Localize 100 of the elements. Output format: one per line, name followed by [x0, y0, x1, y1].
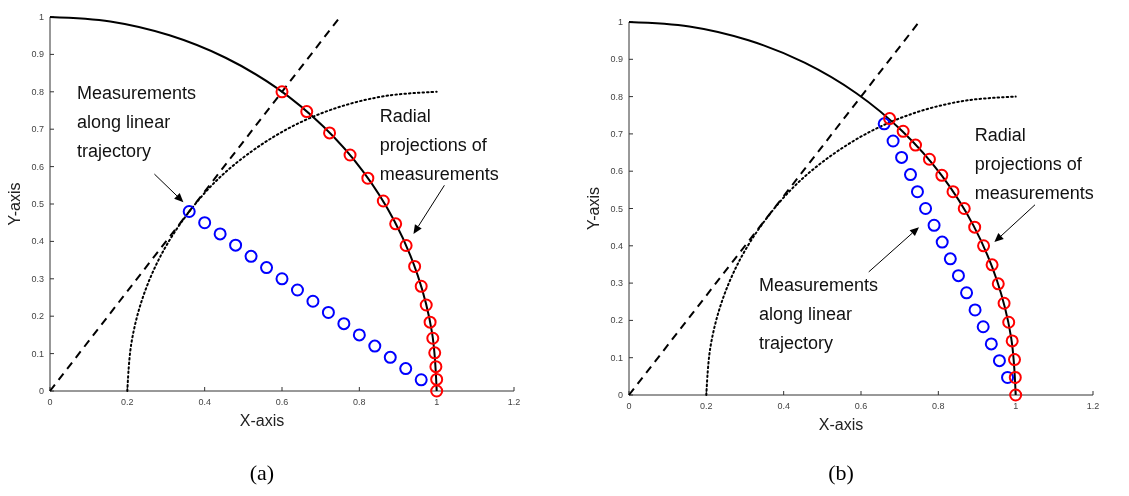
point — [935, 235, 949, 249]
point — [323, 126, 337, 140]
x-axis-title: X-axis — [239, 412, 285, 429]
x-tick-label: 0.8 — [932, 401, 945, 411]
point — [977, 239, 991, 253]
point — [910, 185, 924, 199]
point — [927, 218, 941, 232]
x-tick-label: 1.2 — [1086, 401, 1100, 411]
point — [229, 238, 243, 252]
point — [389, 217, 403, 231]
point — [985, 258, 999, 272]
x-tick-label: 0.4 — [777, 401, 790, 411]
y-tick-label: 0.9 — [31, 49, 44, 60]
x-tick-label: 0.8 — [353, 397, 366, 407]
point — [428, 346, 442, 360]
x-axis-title: X-axis — [818, 416, 864, 433]
point — [1009, 388, 1023, 402]
point — [991, 277, 1005, 291]
point — [260, 261, 274, 275]
x-tick-label: 1.2 — [507, 397, 521, 407]
point — [414, 373, 428, 387]
point — [414, 279, 428, 293]
point — [1008, 353, 1022, 367]
point — [337, 317, 351, 331]
y-tick-label: 0.1 — [31, 348, 44, 359]
y-tick-label: 1 — [617, 17, 623, 27]
x-tick-label: 0.2 — [700, 401, 713, 411]
x-tick-label: 1 — [1013, 401, 1019, 411]
point — [290, 283, 304, 297]
point — [997, 296, 1011, 310]
y-tick-label: 0.5 — [610, 203, 623, 214]
y-tick-label: 0.1 — [610, 352, 623, 363]
point — [399, 362, 413, 376]
x-tick-label: 0 — [47, 397, 53, 407]
annotation: Measurements along linear trajectory — [77, 83, 197, 162]
point — [919, 202, 933, 215]
y-tick-label: 1 — [38, 12, 44, 22]
y-tick-label: 0.6 — [610, 166, 623, 177]
y-tick-label: 0.4 — [31, 236, 44, 247]
point — [895, 150, 909, 164]
x-tick-label: 0.4 — [198, 397, 211, 407]
point — [909, 138, 923, 152]
point — [968, 303, 982, 317]
point — [896, 124, 910, 138]
y-tick-label: 0.3 — [610, 278, 623, 289]
point — [1001, 370, 1015, 384]
y-tick-label: 0.7 — [610, 128, 623, 139]
point — [399, 239, 413, 253]
point — [408, 259, 422, 273]
point — [430, 372, 444, 386]
point — [984, 337, 998, 351]
y-tick-label: 0.5 — [31, 199, 44, 209]
point — [883, 112, 897, 126]
point — [943, 252, 957, 266]
y-tick-label: 0 — [617, 390, 623, 400]
point — [244, 249, 258, 263]
y-axis-title: Y-axis — [6, 182, 23, 226]
point — [182, 204, 196, 218]
y-tick-label: 0.9 — [610, 54, 623, 65]
x-tick-label: 0.2 — [121, 397, 134, 407]
point — [886, 134, 900, 148]
y-tick-label: 0 — [38, 386, 44, 396]
point — [275, 85, 289, 99]
point — [306, 294, 320, 308]
point — [213, 227, 227, 241]
point — [426, 331, 440, 345]
point — [376, 194, 390, 208]
text: (a) — [249, 460, 275, 485]
point — [1002, 315, 1016, 329]
annotation: Radial projections of measurements — [974, 125, 1094, 204]
point — [877, 117, 891, 131]
point — [992, 354, 1006, 368]
annotation: Measurements along linear trajectory — [758, 274, 878, 353]
point — [368, 339, 382, 353]
point — [976, 320, 990, 334]
point — [343, 148, 357, 162]
x-tick-label: 0.6 — [854, 401, 868, 411]
point — [1008, 370, 1022, 384]
point — [352, 328, 366, 342]
point — [423, 315, 437, 329]
y-tick-label: 0.8 — [31, 86, 44, 97]
y-tick-label: 0.6 — [31, 161, 44, 172]
y-tick-label: 0.8 — [610, 91, 623, 102]
y-tick-label: 0.4 — [610, 240, 623, 251]
point — [946, 185, 960, 199]
point — [935, 168, 949, 182]
x-tick-label: 0.6 — [275, 397, 289, 407]
point — [430, 384, 444, 398]
y-tick-label: 0.7 — [31, 124, 44, 135]
point — [361, 171, 375, 185]
x-tick-label: 0 — [626, 401, 632, 411]
y-tick-label: 0.2 — [31, 311, 44, 322]
point — [383, 350, 397, 364]
point — [429, 360, 443, 374]
point — [960, 286, 974, 300]
point — [951, 269, 965, 283]
point — [419, 298, 433, 312]
point — [198, 216, 212, 230]
y-tick-label: 0.3 — [31, 273, 44, 284]
point — [300, 105, 314, 119]
